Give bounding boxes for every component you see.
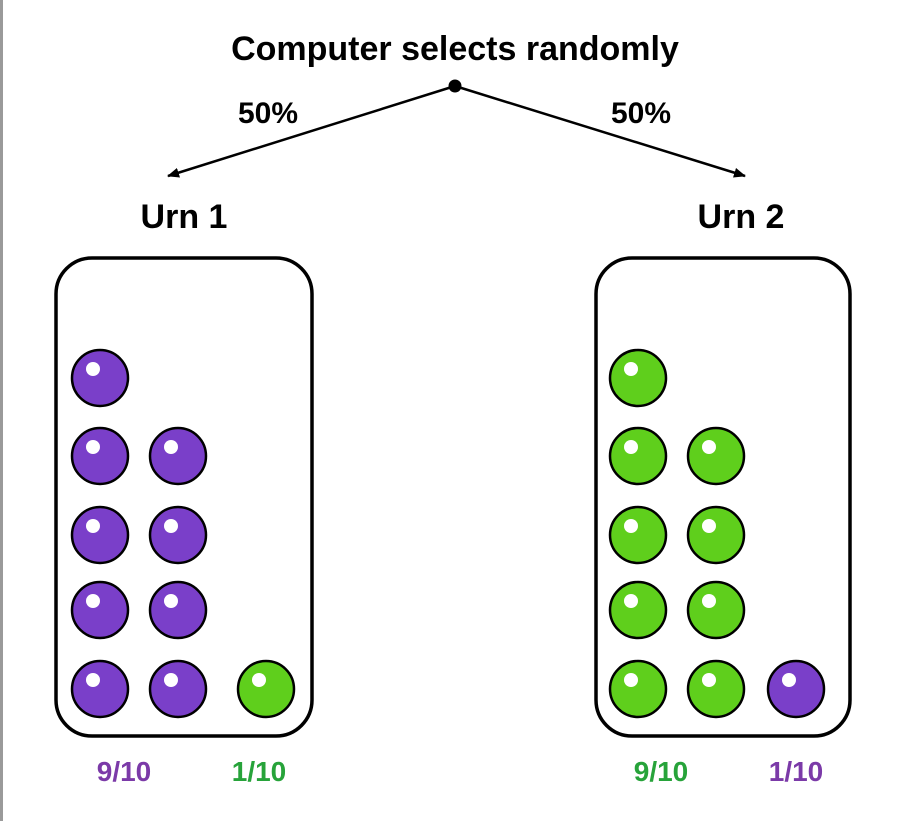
ball-purple [148, 580, 208, 640]
urn-1-balls [70, 348, 296, 719]
ball-purple [70, 505, 130, 565]
urn-1-majority-fraction: 9/10 [97, 756, 152, 787]
urn-2-container [594, 256, 852, 738]
ball-green [608, 580, 668, 640]
branch-percent-right: 50% [611, 97, 671, 130]
ball-green [608, 659, 668, 719]
urn-2-balls [608, 348, 826, 719]
ball-green [686, 580, 746, 640]
urn-label-1: Urn 1 [141, 198, 228, 236]
ball-purple [70, 426, 130, 486]
page-left-border [0, 0, 3, 821]
ball-green [686, 505, 746, 565]
urn-1-container [54, 256, 314, 738]
ball-green [608, 348, 668, 408]
ball-green [608, 505, 668, 565]
urn-1-minority-fraction: 1/10 [232, 756, 287, 787]
diagram-title: Computer selects randomly [231, 30, 679, 68]
ball-green [608, 426, 668, 486]
ball-purple [148, 426, 208, 486]
branch-arrow-right [454, 84, 746, 178]
ball-purple [70, 348, 130, 408]
ball-purple [70, 580, 130, 640]
ball-purple [148, 659, 208, 719]
urn-label-2: Urn 2 [698, 198, 785, 236]
urn-2-majority-fraction: 9/10 [634, 756, 689, 787]
branch-arrow-left [167, 84, 456, 178]
ball-green [236, 659, 296, 719]
ball-purple [148, 505, 208, 565]
ball-green [686, 659, 746, 719]
branch-percent-left: 50% [238, 97, 298, 130]
ball-green [686, 426, 746, 486]
urn-2-minority-fraction: 1/10 [769, 756, 824, 787]
ball-purple [766, 659, 826, 719]
ball-purple [70, 659, 130, 719]
